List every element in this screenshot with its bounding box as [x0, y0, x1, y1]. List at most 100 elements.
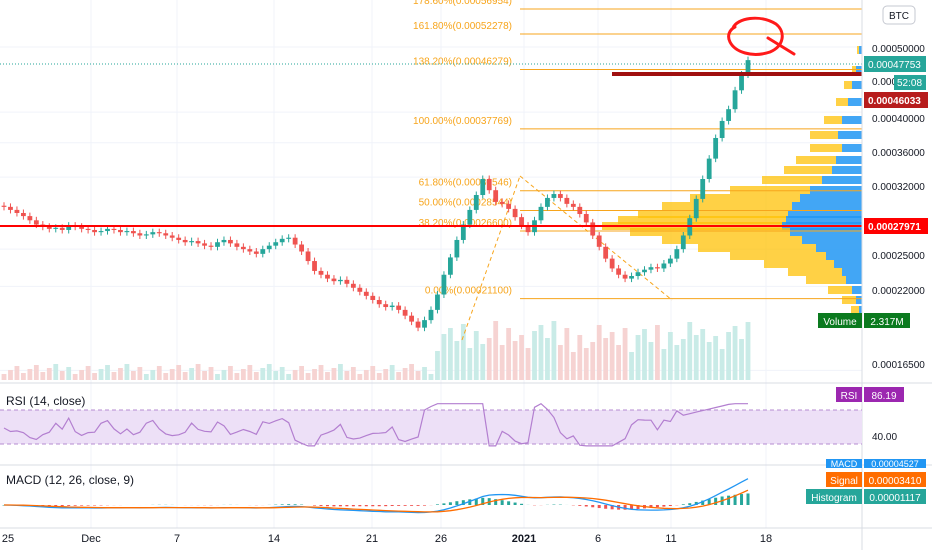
candle-body-48: [312, 261, 317, 271]
volume-bar-44: [286, 374, 291, 380]
volume-bar-99: [642, 329, 647, 380]
candle-body-74: [480, 179, 485, 195]
macd-badge-value: 0.00004527: [871, 459, 919, 469]
candle-body-9: [60, 228, 65, 230]
candle-body-25: [163, 233, 168, 235]
volume-bar-92: [597, 325, 602, 380]
candle-body-39: [254, 251, 259, 253]
volume-bar-41: [267, 364, 272, 380]
time-label-6: 2021: [512, 533, 536, 545]
macd-hist-bar-59: [384, 505, 387, 506]
candle-body-68: [442, 275, 447, 295]
volume-bar-113: [733, 326, 738, 380]
candle-body-38: [247, 249, 252, 251]
candle-body-88: [571, 204, 576, 207]
candle-body-100: [649, 267, 654, 269]
candle-body-58: [377, 300, 382, 304]
volume-bar-9: [60, 371, 65, 380]
price-tick-3: 0.00032000: [872, 182, 925, 193]
candle-body-94: [610, 259, 615, 269]
candle-body-17: [112, 229, 117, 230]
rsi-badge-value: 86.19: [871, 391, 896, 402]
volume-bar-28: [183, 372, 188, 380]
volume-bar-6: [40, 372, 45, 380]
candle-body-95: [616, 268, 621, 274]
candle-body-37: [241, 247, 246, 249]
histogram-badge: Histogram 0.00001117: [806, 489, 926, 504]
volume-bar-76: [493, 321, 498, 380]
macd-hist-bar-63: [410, 505, 413, 506]
fib-label-3: 100.00%(0.00037769): [413, 116, 512, 127]
candle-body-76: [493, 190, 498, 202]
volume-bar-14: [92, 373, 97, 380]
volume-bar-1: [8, 370, 13, 380]
volume-bar-78: [506, 328, 511, 380]
volume-bar-67: [435, 351, 440, 380]
macd-hist-bar-90: [585, 505, 588, 506]
macd-title[interactable]: MACD (12, 26, close, 9): [6, 473, 134, 487]
volume-bar-84: [545, 338, 550, 380]
volume-bar-90: [584, 348, 589, 380]
candle-body-57: [370, 296, 375, 300]
candle-body-108: [700, 179, 705, 199]
rsi-band: [0, 410, 862, 444]
candle-body-62: [403, 310, 408, 316]
candle-body-64: [416, 322, 421, 328]
macd-hist-bar-78: [507, 501, 510, 505]
candle-body-59: [383, 304, 388, 307]
volume-bar-111: [720, 349, 725, 380]
currency-button[interactable]: BTC: [883, 6, 915, 24]
candle-body-19: [125, 231, 130, 232]
vp-blue-10: [810, 186, 862, 194]
volume-bar-114: [739, 339, 744, 380]
candle-body-15: [99, 231, 104, 232]
candle-body-29: [189, 241, 194, 242]
candle-body-111: [720, 121, 725, 138]
macd-badge: MACD 0.00004527: [826, 459, 926, 469]
vp-blue-17: [802, 236, 862, 244]
vp-orange-9: [762, 176, 822, 184]
volume-bar-104: [674, 345, 679, 380]
time-label-1: Dec: [81, 533, 101, 545]
candle-body-1: [8, 207, 13, 210]
candle-body-79: [513, 209, 518, 217]
candle-body-35: [228, 240, 233, 243]
time-label-2: 7: [174, 533, 180, 545]
volume-bar-56: [364, 370, 369, 380]
volume-bar-36: [235, 373, 240, 380]
signal-badge-label: Signal: [830, 476, 858, 487]
candle-body-92: [597, 235, 602, 246]
macd-hist-bar-77: [501, 500, 504, 505]
rsi-title[interactable]: RSI (14, close): [6, 394, 85, 408]
histogram-badge-label: Histogram: [811, 493, 857, 504]
macd-hist-bar-106: [688, 503, 691, 505]
candle-body-49: [319, 271, 324, 275]
vp-blue-19: [826, 252, 862, 260]
candle-body-98: [636, 272, 641, 276]
rsi-tick: 40.00: [872, 432, 897, 443]
candle-body-21: [137, 233, 142, 235]
vp-blue-2: [852, 81, 862, 89]
candle-body-73: [474, 195, 479, 210]
candle-body-63: [409, 316, 414, 322]
candle-body-87: [564, 198, 569, 204]
red-line-badge: 0.00046033: [868, 96, 921, 107]
macd-badge-label: MACD: [831, 459, 858, 469]
candle-body-53: [344, 280, 349, 284]
fib-label-4: 61.80%(0.00030546): [419, 178, 512, 189]
volume-bar-75: [487, 338, 492, 380]
candle-body-85: [552, 194, 557, 198]
volume-bar-95: [616, 345, 621, 380]
time-label-8: 11: [665, 533, 676, 545]
vp-orange-7: [796, 156, 836, 164]
vp-orange-16: [630, 228, 790, 236]
volume-bar-60: [390, 365, 395, 380]
candle-body-4: [27, 216, 32, 220]
macd-hist-bar-115: [747, 493, 750, 505]
candle-body-42: [273, 242, 278, 245]
volume-bar-18: [118, 368, 123, 380]
candle-body-70: [454, 240, 459, 257]
volume-bar-5: [34, 365, 39, 380]
